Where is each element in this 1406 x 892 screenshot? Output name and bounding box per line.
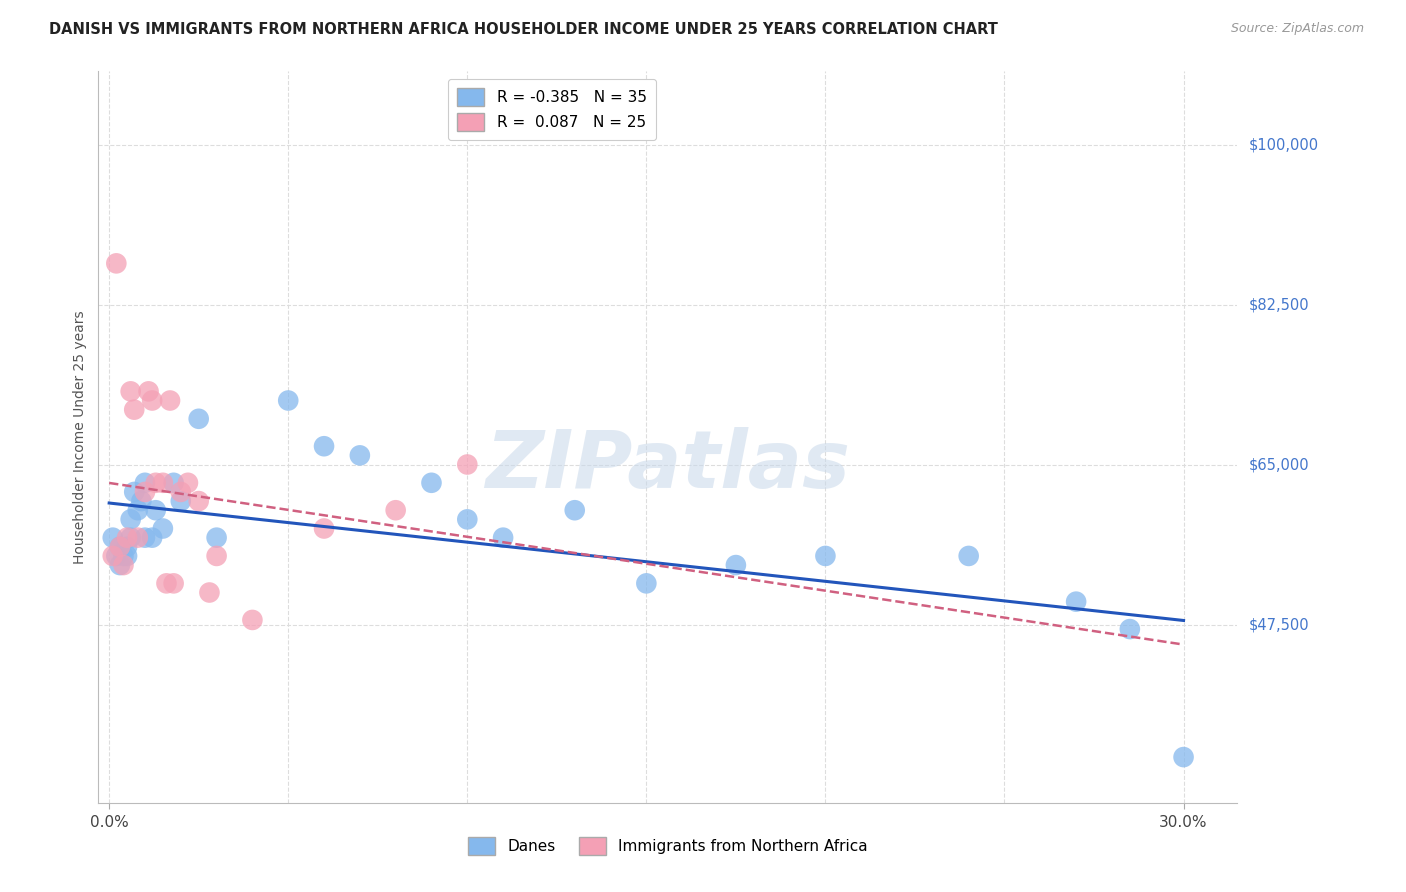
Point — [492, 531, 515, 545]
Point — [122, 484, 145, 499]
Point — [127, 531, 149, 545]
Text: $82,500: $82,500 — [1249, 297, 1309, 312]
Point — [312, 439, 335, 453]
Point — [242, 613, 264, 627]
Point — [134, 531, 156, 545]
Point — [120, 384, 142, 399]
Point — [724, 558, 747, 573]
Point — [101, 549, 124, 563]
Point — [134, 475, 156, 490]
Point — [170, 484, 193, 499]
Point — [105, 256, 128, 270]
Point — [145, 503, 167, 517]
Point — [108, 540, 131, 554]
Point — [138, 384, 160, 399]
Point — [312, 521, 335, 535]
Point — [177, 475, 200, 490]
Text: $65,000: $65,000 — [1249, 457, 1309, 472]
Point — [145, 475, 167, 490]
Point — [108, 540, 131, 554]
Text: $47,500: $47,500 — [1249, 617, 1309, 632]
Point — [162, 475, 184, 490]
Point — [349, 448, 371, 462]
Point — [456, 458, 478, 472]
Point — [1173, 750, 1195, 764]
Point — [187, 494, 209, 508]
Point — [105, 549, 128, 563]
Point — [108, 558, 131, 573]
Point — [120, 531, 142, 545]
Point — [187, 411, 209, 425]
Point — [127, 503, 149, 517]
Point — [122, 402, 145, 417]
Point — [131, 494, 153, 508]
Point — [141, 393, 163, 408]
Point — [636, 576, 658, 591]
Point — [814, 549, 837, 563]
Point — [101, 531, 124, 545]
Point — [115, 540, 138, 554]
Text: ZIPatlas: ZIPatlas — [485, 427, 851, 506]
Text: $100,000: $100,000 — [1249, 137, 1319, 152]
Point — [120, 512, 142, 526]
Point — [159, 393, 181, 408]
Point — [141, 531, 163, 545]
Point — [162, 576, 184, 591]
Point — [277, 393, 299, 408]
Point — [564, 503, 586, 517]
Text: Source: ZipAtlas.com: Source: ZipAtlas.com — [1230, 22, 1364, 36]
Point — [456, 512, 478, 526]
Point — [152, 475, 174, 490]
Point — [384, 503, 406, 517]
Legend: Danes, Immigrants from Northern Africa: Danes, Immigrants from Northern Africa — [461, 831, 875, 861]
Point — [112, 549, 135, 563]
Point — [115, 531, 138, 545]
Point — [957, 549, 980, 563]
Point — [420, 475, 443, 490]
Point — [155, 576, 177, 591]
Point — [1064, 594, 1087, 608]
Point — [152, 521, 174, 535]
Point — [115, 549, 138, 563]
Point — [198, 585, 221, 599]
Text: DANISH VS IMMIGRANTS FROM NORTHERN AFRICA HOUSEHOLDER INCOME UNDER 25 YEARS CORR: DANISH VS IMMIGRANTS FROM NORTHERN AFRIC… — [49, 22, 998, 37]
Y-axis label: Householder Income Under 25 years: Householder Income Under 25 years — [73, 310, 87, 564]
Point — [134, 484, 156, 499]
Point — [112, 558, 135, 573]
Point — [205, 549, 228, 563]
Point — [170, 494, 193, 508]
Point — [205, 531, 228, 545]
Point — [1119, 622, 1142, 636]
